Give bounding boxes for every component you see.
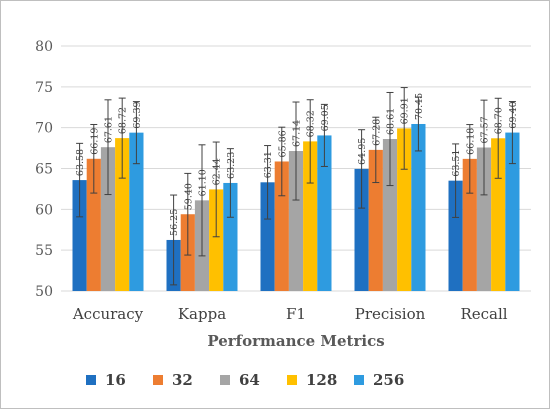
bar [223, 182, 238, 291]
bar [397, 128, 412, 291]
error-bars [76, 87, 516, 286]
data-label: 70.45 [414, 93, 425, 120]
data-label: 63.31 [263, 151, 274, 178]
bar [476, 147, 492, 291]
legend-label: 32 [172, 371, 193, 389]
bar [129, 132, 144, 291]
legend-swatch [86, 375, 96, 385]
bar [491, 138, 506, 291]
data-label: 59.40 [183, 183, 194, 210]
bar [411, 123, 426, 291]
data-label: 68.72 [118, 107, 129, 134]
y-tick-label: 70 [35, 121, 53, 137]
bar [72, 180, 87, 291]
legend-swatch [153, 375, 163, 385]
data-label: 64.95 [357, 138, 368, 165]
bar [288, 151, 304, 291]
bar [260, 182, 275, 291]
bar [317, 135, 332, 291]
bar [382, 139, 398, 291]
data-label: 69.05 [320, 104, 331, 131]
data-label: 69.39 [132, 101, 143, 128]
data-label: 67.28 [371, 119, 382, 146]
bar [368, 149, 383, 291]
data-label: 68.70 [494, 107, 505, 134]
legend-swatch [287, 375, 297, 385]
data-label: 66.19 [89, 128, 100, 155]
legend-swatch [354, 375, 364, 385]
bars [72, 123, 520, 291]
legend-label: 256 [373, 371, 404, 389]
y-tick-label: 80 [35, 39, 53, 55]
y-tick-label: 50 [35, 284, 53, 300]
bar [86, 158, 101, 291]
legend: 16 32 64 128 256 [86, 371, 404, 389]
y-tick-label: 65 [35, 162, 53, 178]
data-label: 63.51 [451, 149, 462, 176]
bar [303, 141, 318, 291]
legend-label: 16 [105, 371, 126, 389]
x-axis-categories: Accuracy Kappa F1 Precision Recall [72, 305, 508, 323]
bar [354, 168, 369, 291]
data-label: 67.57 [480, 116, 491, 143]
bar [274, 161, 289, 291]
legend-label: 128 [306, 371, 337, 389]
data-label: 56.25 [169, 209, 180, 236]
y-tick-label: 55 [35, 243, 53, 259]
x-category-label: Accuracy [72, 305, 144, 323]
legend-swatch [220, 375, 230, 385]
bar [505, 132, 520, 291]
data-label: 62.44 [212, 158, 223, 185]
x-category-label: F1 [286, 305, 306, 323]
y-tick-label: 75 [35, 80, 53, 96]
data-label: 67.61 [104, 116, 115, 143]
data-label: 67.14 [292, 120, 303, 147]
data-label: 68.32 [306, 110, 317, 137]
legend-label: 64 [239, 371, 260, 389]
data-label: 63.23 [226, 152, 237, 179]
data-label: 61.10 [198, 169, 209, 196]
data-label: 69.91 [400, 97, 411, 124]
data-label: 65.86 [277, 130, 288, 157]
bar [462, 158, 477, 291]
bar [100, 147, 116, 291]
x-axis-title: Performance Metrics [207, 332, 384, 350]
x-category-label: Precision [355, 305, 426, 323]
data-label: 69.40 [508, 101, 519, 128]
data-label: 66.18 [465, 128, 476, 155]
data-label: 63.58 [75, 149, 86, 176]
x-category-label: Recall [460, 305, 507, 323]
y-axis-ticks: 50 55 60 65 70 75 80 [35, 39, 53, 300]
x-category-label: Kappa [178, 305, 226, 323]
bar [115, 138, 130, 291]
y-tick-label: 60 [35, 202, 53, 218]
bar [209, 189, 224, 291]
bar [448, 180, 463, 291]
data-label: 68.61 [386, 108, 397, 135]
